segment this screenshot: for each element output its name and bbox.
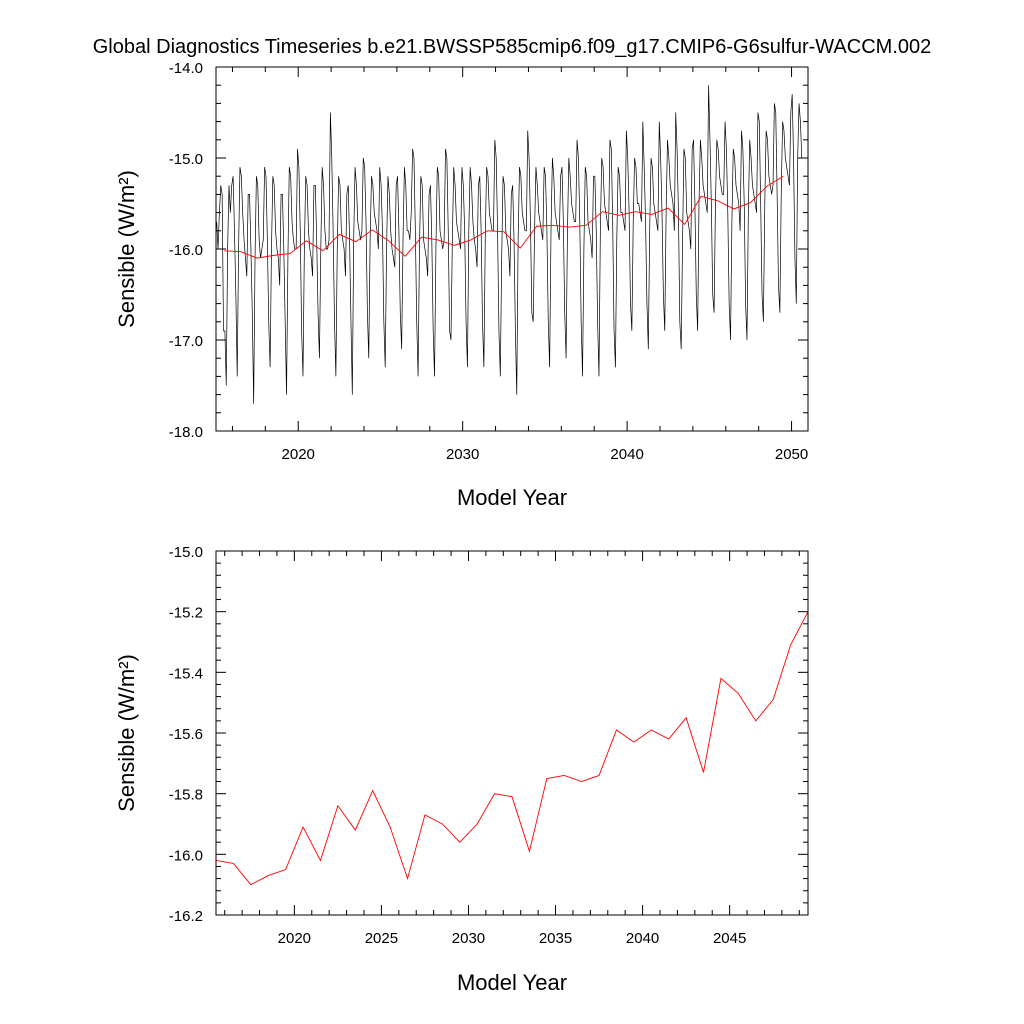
top-x-tick-label: 2020 (282, 446, 315, 463)
top-ticks (216, 66, 808, 432)
top-panel: 2020 2030 2040 2050 -18.0 -17.0 -16.0 -15.0 -14.… (114, 60, 809, 510)
chart-title: Global Diagnostics Timeseries b.e21.BWSS… (93, 36, 932, 58)
bottom-x-tick-label: 2040 (626, 930, 659, 947)
bottom-plot-lines (215, 611, 809, 886)
bottom-x-axis-title: Model Year (457, 970, 567, 995)
bottom-x-tick-label: 2020 (278, 930, 311, 947)
top-y-axis-title: Sensible (W/m²) (114, 170, 139, 328)
top-y-tick-label: -17.0 (169, 333, 203, 350)
top-tick-labels: 2020 2030 2040 2050 -18.0 -17.0 -16.0 -15.0 -14.… (169, 60, 808, 463)
bottom-y-tick-label: -16.0 (169, 847, 203, 864)
bottom-x-tick-label: 2030 (452, 930, 485, 947)
bottom-x-tick-label: 2025 (365, 930, 398, 947)
bottom-y-tick-label: -15.8 (169, 787, 203, 804)
bottom-x-tick-label: 2045 (713, 930, 746, 947)
top-series-monthly-black-line (216, 85, 803, 404)
bottom-x-tick-label: 2035 (539, 930, 572, 947)
bottom-ticks (216, 550, 808, 916)
top-plot-lines (216, 85, 803, 404)
top-y-tick-label: -14.0 (169, 60, 203, 77)
bottom-panel: 2020 2025 2030 2035 2040 2045 -16.2 -16.0 -15.8 -… (114, 544, 809, 995)
top-x-tick-label: 2050 (775, 446, 808, 463)
bottom-plot-frame (215, 550, 809, 916)
top-x-axis-title: Model Year (457, 485, 567, 510)
top-y-tick-label: -18.0 (169, 424, 203, 441)
bottom-tick-labels: 2020 2025 2030 2035 2040 2045 -16.2 -16.0 -15.8 -… (169, 544, 747, 947)
bottom-y-tick-label: -16.2 (169, 908, 203, 925)
top-y-tick-label: -15.0 (169, 151, 203, 168)
top-plot-frame (215, 66, 809, 432)
top-series-annual-red-line (224, 175, 784, 259)
bottom-y-tick-label: -15.2 (169, 605, 203, 622)
top-x-tick-label: 2040 (610, 446, 643, 463)
bottom-y-tick-label: -15.6 (169, 726, 203, 743)
bottom-series-annual-red-line (215, 611, 809, 886)
top-x-tick-label: 2030 (446, 446, 479, 463)
bottom-y-axis-title: Sensible (W/m²) (114, 654, 139, 812)
bottom-y-tick-label: -15.4 (169, 665, 203, 682)
bottom-y-tick-label: -15.0 (169, 544, 203, 561)
top-y-tick-label: -16.0 (169, 242, 203, 259)
